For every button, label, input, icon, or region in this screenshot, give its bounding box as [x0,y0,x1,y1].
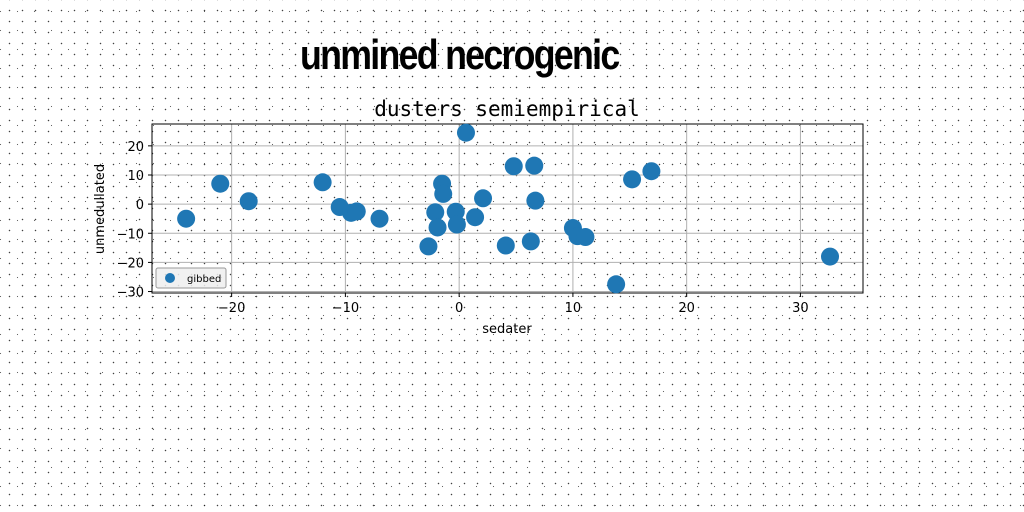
data-points [177,123,840,294]
y-tick-label: −30 [117,286,144,301]
x-tick-label: −20 [218,301,245,316]
data-point [434,184,453,203]
data-point [821,247,840,266]
legend-box [155,267,227,289]
data-point [496,236,515,255]
data-point [211,174,230,193]
data-point [607,275,626,294]
x-axis-label: sedater [482,322,532,337]
data-point [521,232,540,251]
data-point [447,215,466,234]
data-point [428,218,447,237]
data-point [474,189,493,208]
data-point [526,191,545,210]
data-point [313,173,332,192]
data-point [456,123,475,142]
y-tick-label: 20 [127,140,144,155]
grid-lines [152,124,863,293]
chart-title: dusters semiempirical [374,97,640,121]
axis-ticks: −20 −10 0 10 20 30 −30 −20 −10 0 10 20 [117,140,809,316]
data-point [466,208,485,227]
data-point [419,237,438,256]
legend: gibbed [155,267,227,289]
x-tick-label: −10 [332,301,359,316]
data-point [347,202,366,221]
y-tick-label: 10 [127,169,144,184]
data-point [642,162,661,181]
data-point [504,157,523,176]
data-point [239,192,258,211]
x-tick-label: 10 [565,301,582,316]
plot-area [151,123,864,294]
y-tick-label: 0 [136,198,144,213]
page-title: unmined necrogenic [300,31,620,78]
y-axis-label: unmedullated [93,164,108,254]
data-point [576,228,595,247]
data-point [426,203,445,222]
legend-marker [165,273,175,283]
data-point [177,209,196,228]
data-point [525,156,544,175]
y-tick-label: −20 [117,256,144,271]
legend-label: gibbed [187,274,221,285]
y-tick-label: −10 [117,227,144,242]
x-tick-label: 30 [792,301,809,316]
data-point [623,170,642,189]
data-point [370,209,389,228]
x-tick-label: 20 [678,301,695,316]
x-tick-label: 0 [455,301,463,316]
